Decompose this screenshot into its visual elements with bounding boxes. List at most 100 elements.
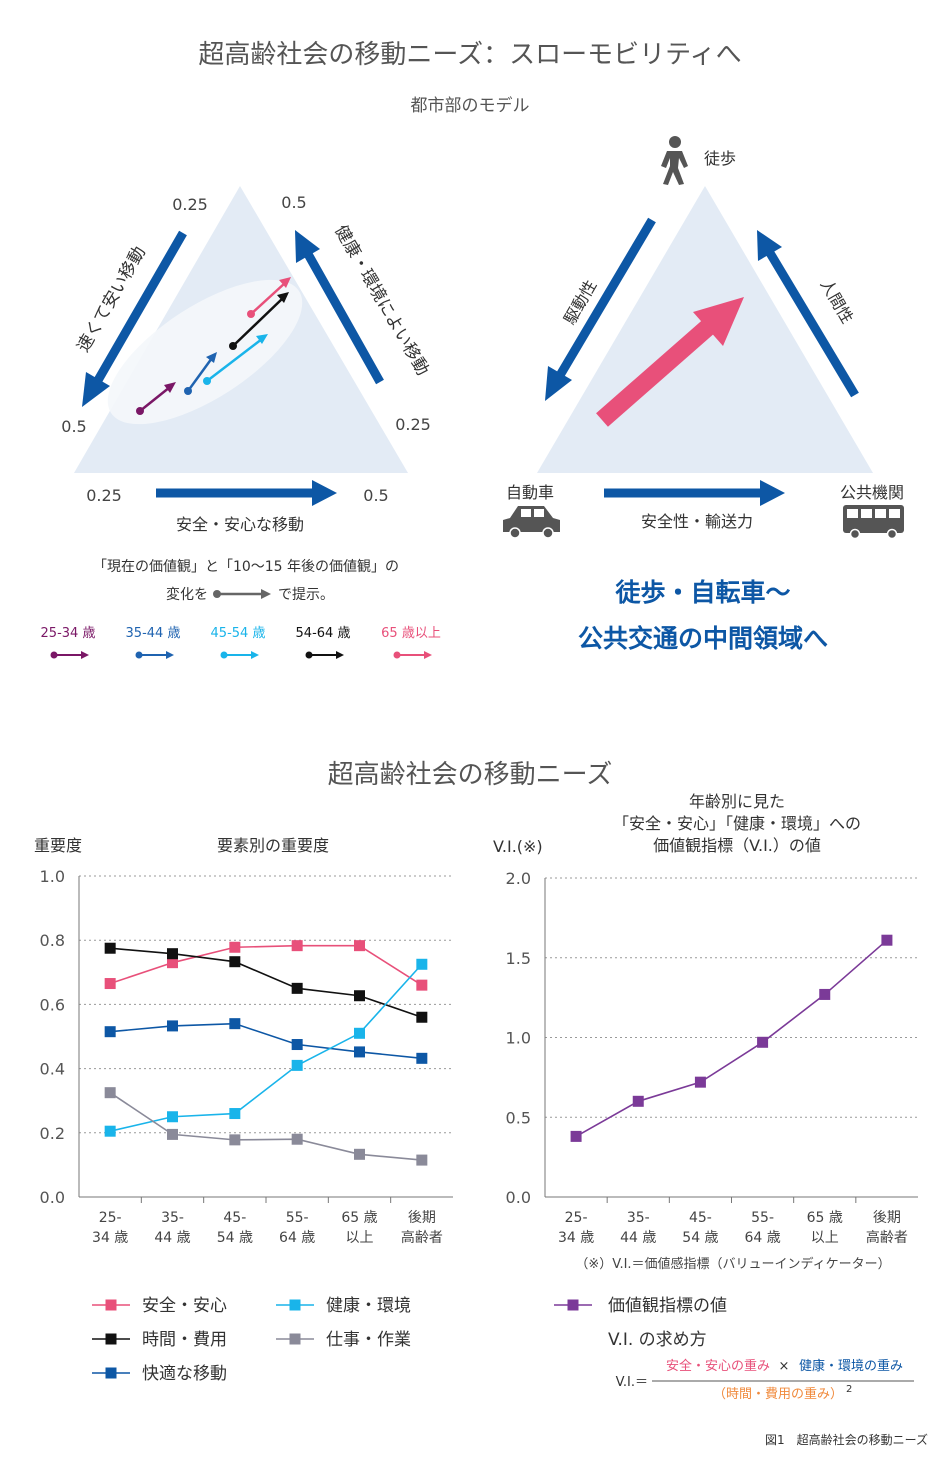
data-point: [229, 1018, 241, 1030]
change-arrow-45-54: [203, 334, 268, 385]
x-tick-label: 25-: [99, 1210, 122, 1226]
vi-chart: 0.0 0.5 1.0 1.5 2.0 25- 34 歳 35- 44 歳 45- 54 歳 55- 6…: [493, 792, 918, 1402]
x-tick-label: 55-: [286, 1210, 309, 1226]
data-point: [354, 940, 365, 952]
data-point: [819, 988, 831, 1000]
x-tick-label: 高齢者: [866, 1229, 908, 1246]
x-tick-label: 34 歳: [92, 1230, 128, 1246]
drive-arrow: [545, 217, 656, 401]
legend-arrowhead: [166, 651, 174, 659]
data-point: [104, 978, 116, 990]
data-point: [694, 1076, 706, 1088]
corner-value: 0.25: [172, 195, 208, 214]
change-arrow-65-plus: [247, 277, 291, 318]
x-tick-label: 高齢者: [401, 1229, 443, 1246]
note-example-arrow: [213, 589, 271, 599]
x-tick-label: 35-: [627, 1210, 650, 1226]
change-arrow-35-44: [184, 352, 217, 395]
y-tick-label: 0.0: [40, 1188, 65, 1207]
legend-label: 安全・安心: [142, 1296, 227, 1316]
legend-label: 価値観指標の値: [608, 1296, 727, 1316]
data-point: [167, 948, 178, 960]
data-point: [167, 957, 178, 969]
y-tick-label: 0.8: [40, 931, 65, 950]
data-point: [632, 1095, 644, 1107]
legend-marker: [105, 1299, 117, 1311]
formula-times: ×: [779, 1359, 790, 1374]
data-point: [416, 979, 428, 991]
y-tick-label: 0.0: [506, 1188, 531, 1207]
y-tick-label: 1.0: [40, 867, 65, 886]
series-line: [575, 939, 888, 1138]
data-point: [167, 1020, 178, 1032]
legend-arrowhead: [251, 651, 259, 659]
chart-note: （※）V.I.＝価値感指標（バリューインディケーター）: [575, 1256, 890, 1272]
legend-label: 35-44 歳: [126, 626, 181, 641]
x-tick-label: 65 歳: [807, 1210, 843, 1226]
x-tick-label: 44 歳: [620, 1230, 656, 1246]
car-icon: [503, 506, 560, 539]
formula-numerator-a: 安全・安心の重み: [666, 1358, 770, 1374]
legend-label: 健康・環境: [326, 1296, 411, 1316]
right-side-arrow: [295, 230, 384, 385]
corner-value: 0.5: [281, 193, 306, 212]
data-point: [354, 1046, 365, 1058]
data-point: [229, 1108, 241, 1120]
legend-label: 快適な移動: [142, 1364, 227, 1384]
data-point: [291, 1039, 303, 1051]
corner-value: 0.5: [363, 486, 388, 505]
corner-value: 0.25: [395, 415, 431, 434]
x-tick-label: 45-: [223, 1210, 246, 1226]
data-point: [229, 956, 241, 968]
y-tick-label: 0.4: [40, 1060, 65, 1079]
data-point: [354, 990, 365, 1002]
legend-label: 45-54 歳: [211, 626, 266, 641]
x-tick-label: 54 歳: [682, 1230, 718, 1246]
safety-label: 安全性・輸送力: [641, 512, 753, 531]
legend-label: 54-64 歳: [296, 626, 351, 641]
y-tick-label: 1.5: [506, 949, 531, 968]
legend-label: 仕事・作業: [326, 1330, 411, 1350]
data-point: [354, 1027, 365, 1039]
right-triangle-diagram: 徒歩 駆動性 人間性 自動車 公共機関 安全性・輸送力: [503, 136, 904, 653]
y-tick-label: 2.0: [506, 869, 531, 888]
formula-exponent: 2: [846, 1384, 852, 1395]
legend-marker: [567, 1299, 579, 1311]
x-tick-label: 55-: [751, 1210, 774, 1226]
data-point: [291, 1133, 303, 1145]
data-point: [167, 1111, 178, 1123]
data-point: [416, 1052, 428, 1064]
trend-arrow: [596, 297, 744, 427]
data-point: [354, 1148, 365, 1160]
x-tick-label: 45-: [689, 1210, 712, 1226]
data-point: [881, 934, 893, 946]
chart-title: 価値観指標（V.I.）の値: [653, 836, 821, 855]
series-line: [109, 1092, 422, 1161]
corner-value: 0.5: [61, 417, 86, 436]
left-triangle-diagram: 0.25 0.5 0.5 0.25 0.25 0.5 速くて安い移動 健康・環境…: [41, 186, 441, 659]
x-tick-label: 後期: [408, 1210, 436, 1226]
x-tick-label: 25-: [565, 1210, 588, 1226]
x-tick-label: 65 歳: [341, 1210, 377, 1226]
legend-label: 25-34 歳: [41, 626, 96, 641]
y-tick-label: 0.2: [40, 1124, 65, 1143]
x-tick-label: 34 歳: [558, 1230, 594, 1246]
data-point: [104, 1087, 116, 1099]
legend-label: 時間・費用: [142, 1330, 227, 1350]
x-tick-label: 44 歳: [154, 1230, 190, 1246]
chart-title: 「安全・安心」「健康・環境」への: [613, 814, 861, 833]
y-axis-title: 重要度: [34, 836, 82, 855]
data-point: [570, 1130, 582, 1142]
legend-marker: [105, 1333, 117, 1345]
data-point: [104, 942, 116, 954]
legend-arrowhead: [424, 651, 432, 659]
corner-value: 0.25: [86, 486, 122, 505]
data-point: [416, 958, 428, 970]
section-title: 超高齢社会の移動ニーズ: [328, 760, 613, 790]
y-tick-label: 1.0: [506, 1029, 531, 1048]
legend-marker: [105, 1367, 117, 1379]
left-side-arrow: [82, 230, 187, 407]
human-arrow: [757, 230, 859, 398]
change-arrow-25-34: [136, 382, 176, 415]
